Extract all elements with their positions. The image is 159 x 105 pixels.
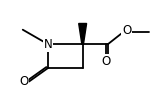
Text: O: O xyxy=(102,55,111,68)
Polygon shape xyxy=(79,24,87,44)
Text: O: O xyxy=(19,75,28,88)
Text: N: N xyxy=(44,38,52,51)
Text: O: O xyxy=(122,24,131,37)
